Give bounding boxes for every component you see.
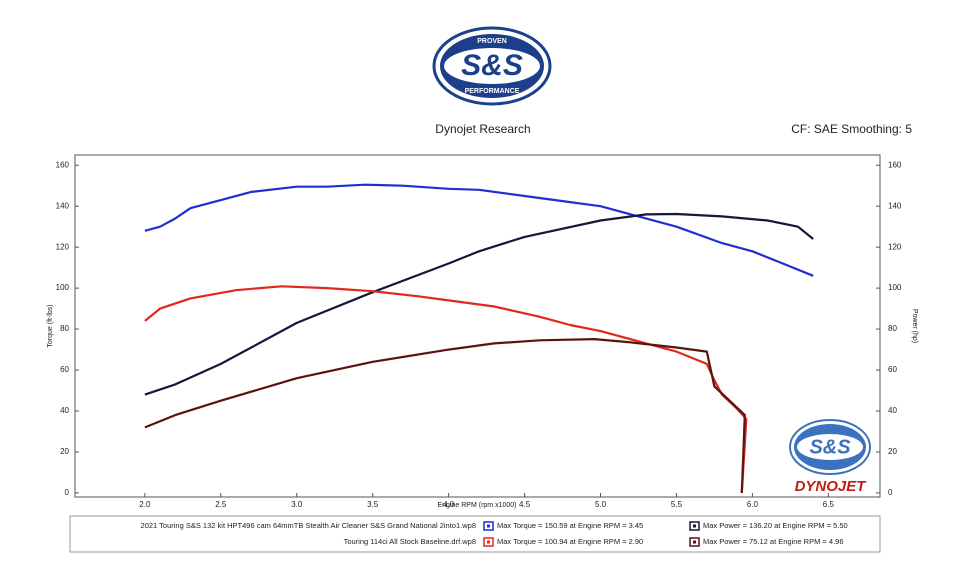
watermark-logo-main: S&S [809, 436, 851, 458]
y2-tick-label: 20 [888, 447, 897, 456]
x-axis-label: Engine RPM (rpm x1000) [438, 502, 517, 509]
x-tick-label: 6.0 [747, 500, 759, 509]
legend-box [69, 515, 881, 553]
y-tick-label: 20 [60, 447, 69, 456]
y-tick-label: 60 [60, 365, 69, 374]
plot-frame [74, 154, 881, 498]
x-tick-label: 5.5 [671, 500, 683, 509]
y2-tick-label: 80 [888, 324, 897, 333]
y2-tick-label: 120 [888, 242, 902, 251]
x-tick-label: 4.0 [443, 500, 455, 509]
y-tick-label: 0 [65, 488, 70, 497]
y-tick-label: 120 [56, 242, 70, 251]
legend-run: 2021 Touring S&S 132 kit HPT496 cam 64mm… [141, 521, 476, 530]
logo: PROVEN S&S PERFORMANCE [432, 26, 552, 106]
legend-entry: Max Torque = 100.94 at Engine RPM = 2.90 [497, 537, 643, 546]
series-line [144, 338, 746, 493]
y-tick-label: 80 [60, 324, 69, 333]
x-tick-label: 2.0 [139, 500, 151, 509]
watermark: DYNOJET [795, 478, 868, 495]
y-tick-label: 140 [56, 201, 70, 210]
logo-main: S&S [461, 49, 523, 82]
series-line [144, 285, 748, 493]
legend-swatch-dot [693, 540, 696, 544]
legend-entry: Max Power = 136.20 at Engine RPM = 5.50 [703, 521, 848, 530]
x-tick-label: 3.5 [367, 500, 379, 509]
chart-subtitle: CF: SAE Smoothing: 5 [791, 122, 912, 136]
x-tick-label: 3.0 [291, 500, 303, 509]
watermark-logo: S&S [789, 419, 871, 475]
legend-swatch-dot [487, 540, 490, 544]
series-line [144, 212, 814, 396]
y2-tick-label: 140 [888, 201, 902, 210]
y2-tick-label: 160 [888, 160, 902, 169]
logo-bottom: PERFORMANCE [465, 88, 520, 95]
logo-top: PROVEN [477, 38, 507, 45]
y2-tick-label: 40 [888, 406, 897, 415]
legend-run: Touring 114ci All Stock Baseline.drf.wp8 [344, 537, 476, 546]
y-tick-label: 160 [56, 160, 70, 169]
x-tick-label: 6.5 [823, 500, 835, 509]
x-tick-label: 4.5 [519, 500, 531, 509]
y2-tick-label: 100 [888, 283, 902, 292]
x-tick-label: 5.0 [595, 500, 607, 509]
y2-axis-label: Power (hp) [911, 309, 918, 343]
chart-title: Dynojet Research [435, 122, 530, 136]
legend-swatch-dot [693, 524, 696, 528]
y-tick-label: 40 [60, 406, 69, 415]
legend-entry: Max Torque = 150.59 at Engine RPM = 3.45 [497, 521, 643, 530]
legend-swatch-dot [487, 524, 490, 528]
y2-tick-label: 0 [888, 488, 893, 497]
legend-entry: Max Power = 75.12 at Engine RPM = 4.96 [703, 537, 844, 546]
y-axis-label: Torque (ft-lbs) [47, 304, 54, 347]
y-tick-label: 100 [56, 283, 70, 292]
series-line [144, 183, 814, 277]
x-tick-label: 2.5 [215, 500, 227, 509]
y2-tick-label: 60 [888, 365, 897, 374]
